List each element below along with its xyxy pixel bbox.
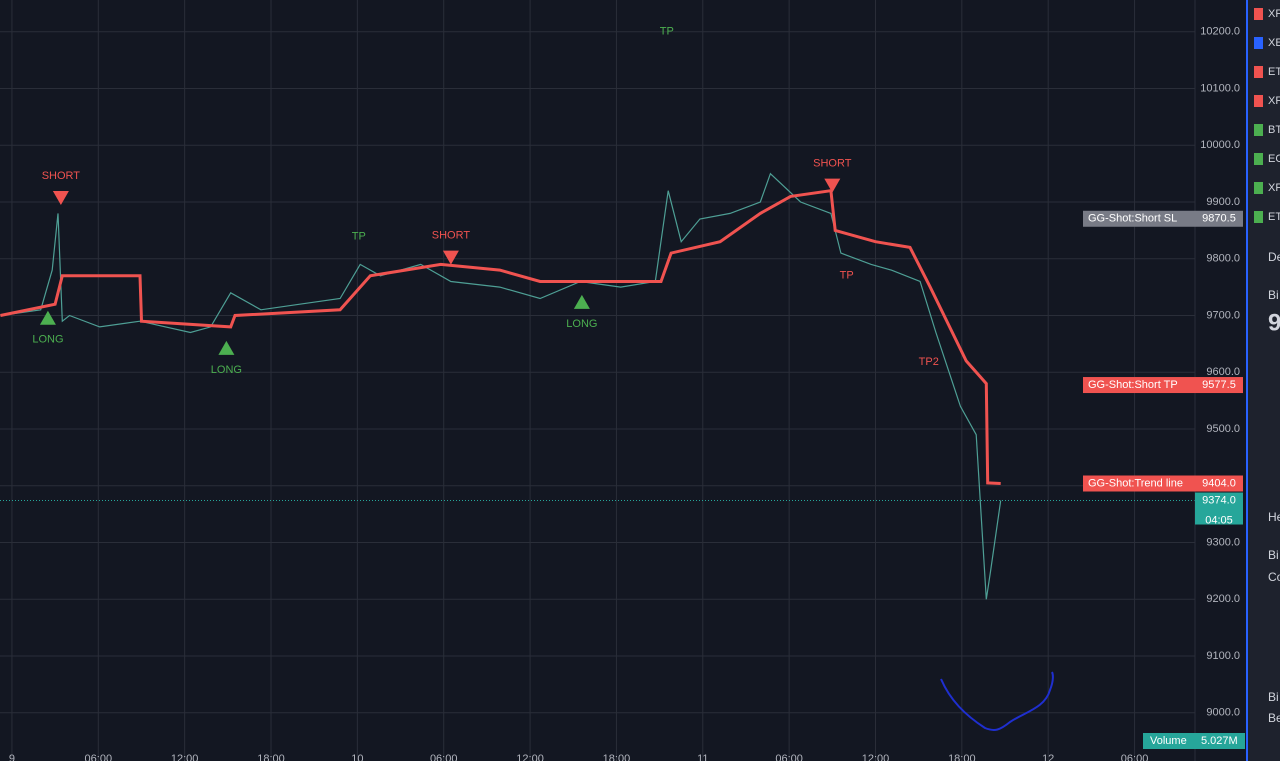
sidebar-text: Bi [1268,690,1279,704]
watchlist-item: XF [1268,182,1280,194]
y-tick-label: 9900.0 [1206,196,1240,208]
volume-box [1143,733,1245,749]
annotation: TP [840,270,854,282]
level-value: 9870.5 [1202,213,1236,225]
signal-label: SHORT [42,170,81,182]
trend-line [0,188,1001,485]
x-tick-label: 12:00 [516,753,544,761]
x-tick-label: 06:00 [85,753,113,761]
watchlist-item: EC [1268,153,1280,165]
y-tick-label: 9800.0 [1206,253,1240,265]
axis: 9000.09100.09200.09300.09400.09500.09600… [9,26,1245,761]
volume-value: 5.027M [1201,735,1238,747]
x-tick-label: 12 [1042,753,1054,761]
volume-name: Volume [1150,735,1187,747]
x-tick-label: 06:00 [430,753,458,761]
signal-marker [442,250,459,265]
sidebar-text: Co [1268,570,1280,584]
sidebar-text: Bi [1268,548,1279,562]
sidebar-text: De [1268,250,1280,264]
signal-label: SHORT [432,230,471,242]
level-value-box [1195,210,1243,227]
level-value: 9404.0 [1202,477,1236,489]
x-tick-label: 06:00 [1121,753,1149,761]
watchlist-item: XF [1268,8,1280,20]
x-tick-label: 9 [9,753,15,761]
flag [1254,153,1263,165]
signal-marker [39,310,56,325]
watchlist-item: ET [1268,66,1280,78]
level-box [1083,377,1195,394]
x-tick-label: 18:00 [603,753,631,761]
sidebar-text: Bi [1268,288,1279,302]
flag [1254,8,1263,20]
flag [1254,211,1263,223]
grid [0,0,1195,761]
watchlist-item: BT [1268,124,1280,136]
watchlist-item: XE [1268,37,1280,49]
annotation: TP2 [919,356,939,368]
signal-label: LONG [32,334,63,346]
countdown: 04:05 [1205,514,1233,526]
y-tick-label: 10000.0 [1200,139,1240,151]
x-tick-label: 18:00 [948,753,976,761]
signal-marker [573,294,590,309]
signal-label: SHORT [813,157,852,169]
y-tick-label: 9300.0 [1206,536,1240,548]
y-tick-label: 9200.0 [1206,593,1240,605]
sidebar [1247,0,1280,761]
flag [1254,182,1263,194]
x-tick-label: 18:00 [257,753,285,761]
sidebar-text: 9 [1268,309,1280,336]
y-tick-label: 10100.0 [1200,82,1240,94]
x-tick-label: 06:00 [775,753,803,761]
last-price-box [1195,492,1243,525]
sidebar-content: XF XE ET XF BT EC XF ET De Bi 9 He Bi Co Bi Be [1254,8,1280,725]
last-price: 9374.0 [1202,494,1236,506]
sidebar-text: Be [1268,711,1280,725]
flag [1254,124,1263,136]
x-tick-label: 10 [351,753,363,761]
hand-drawn-mark [940,671,1054,731]
y-tick-label: 10200.0 [1200,26,1240,38]
signal-marker [52,191,69,206]
plot: SHORT LONG LONG SHORT LONG SHORT TP TP TP TP2 [0,26,1195,600]
annotation: TP [352,231,366,243]
level-value-box [1195,475,1243,492]
level-box [1083,210,1195,227]
x-tick-label: 11 [697,753,708,761]
level-name: GG-Shot:Short SL [1088,213,1177,225]
sidebar-text: He [1268,510,1280,524]
signal-label: LONG [566,318,597,330]
watchlist-item: XF [1268,95,1280,107]
x-tick-label: 12:00 [171,753,199,761]
watchlist-item: ET [1268,211,1280,223]
signal-marker [218,340,235,355]
level-box [1083,475,1195,492]
y-tick-label: 9500.0 [1206,423,1240,435]
level-value: 9577.5 [1202,379,1236,391]
signal-marker [824,178,841,193]
flag [1254,66,1263,78]
level-value-box [1195,377,1243,394]
level-name: GG-Shot:Short TP [1088,379,1178,391]
y-tick-label: 9100.0 [1206,650,1240,662]
y-tick-label: 9000.0 [1206,707,1240,719]
y-tick-label: 9700.0 [1206,309,1240,321]
signal-label: LONG [211,364,242,376]
y-tick-label: 9600.0 [1206,366,1240,378]
flag [1254,37,1263,49]
level-name: GG-Shot:Trend line [1088,477,1183,489]
flag [1254,95,1263,107]
x-tick-label: 12:00 [862,753,890,761]
annotation: TP [660,26,674,38]
